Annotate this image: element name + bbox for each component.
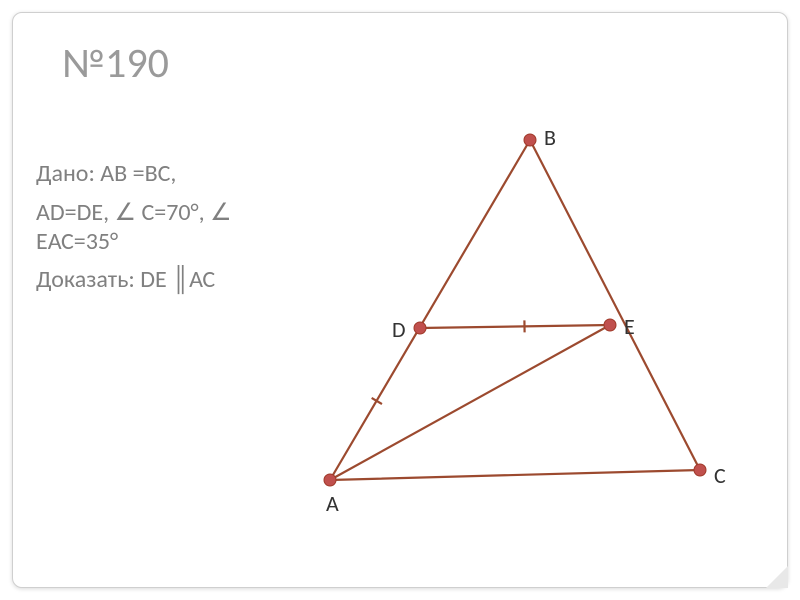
page-corner-fold-icon — [766, 566, 788, 588]
point-label-e: E — [624, 313, 635, 340]
given-line-1: Дано: АВ =ВС, — [36, 160, 256, 189]
point-label-b: B — [544, 124, 556, 151]
diagram-svg — [250, 110, 770, 540]
given-line-2: АD=DЕ, ∠ С=70°, ∠ ЕАС=35° — [36, 199, 256, 257]
point-label-a: A — [326, 490, 339, 517]
prove-line: Доказать: DE ║АС — [36, 266, 256, 295]
geometry-diagram: A B C D E — [250, 110, 770, 540]
problem-statement: Дано: АВ =ВС, АD=DЕ, ∠ С=70°, ∠ ЕАС=35° … — [36, 160, 256, 305]
problem-number: №190 — [62, 38, 169, 89]
point-label-c: C — [714, 462, 726, 489]
point-label-d: D — [392, 316, 406, 343]
slide: №190 Дано: АВ =ВС, АD=DЕ, ∠ С=70°, ∠ ЕАС… — [0, 0, 800, 600]
